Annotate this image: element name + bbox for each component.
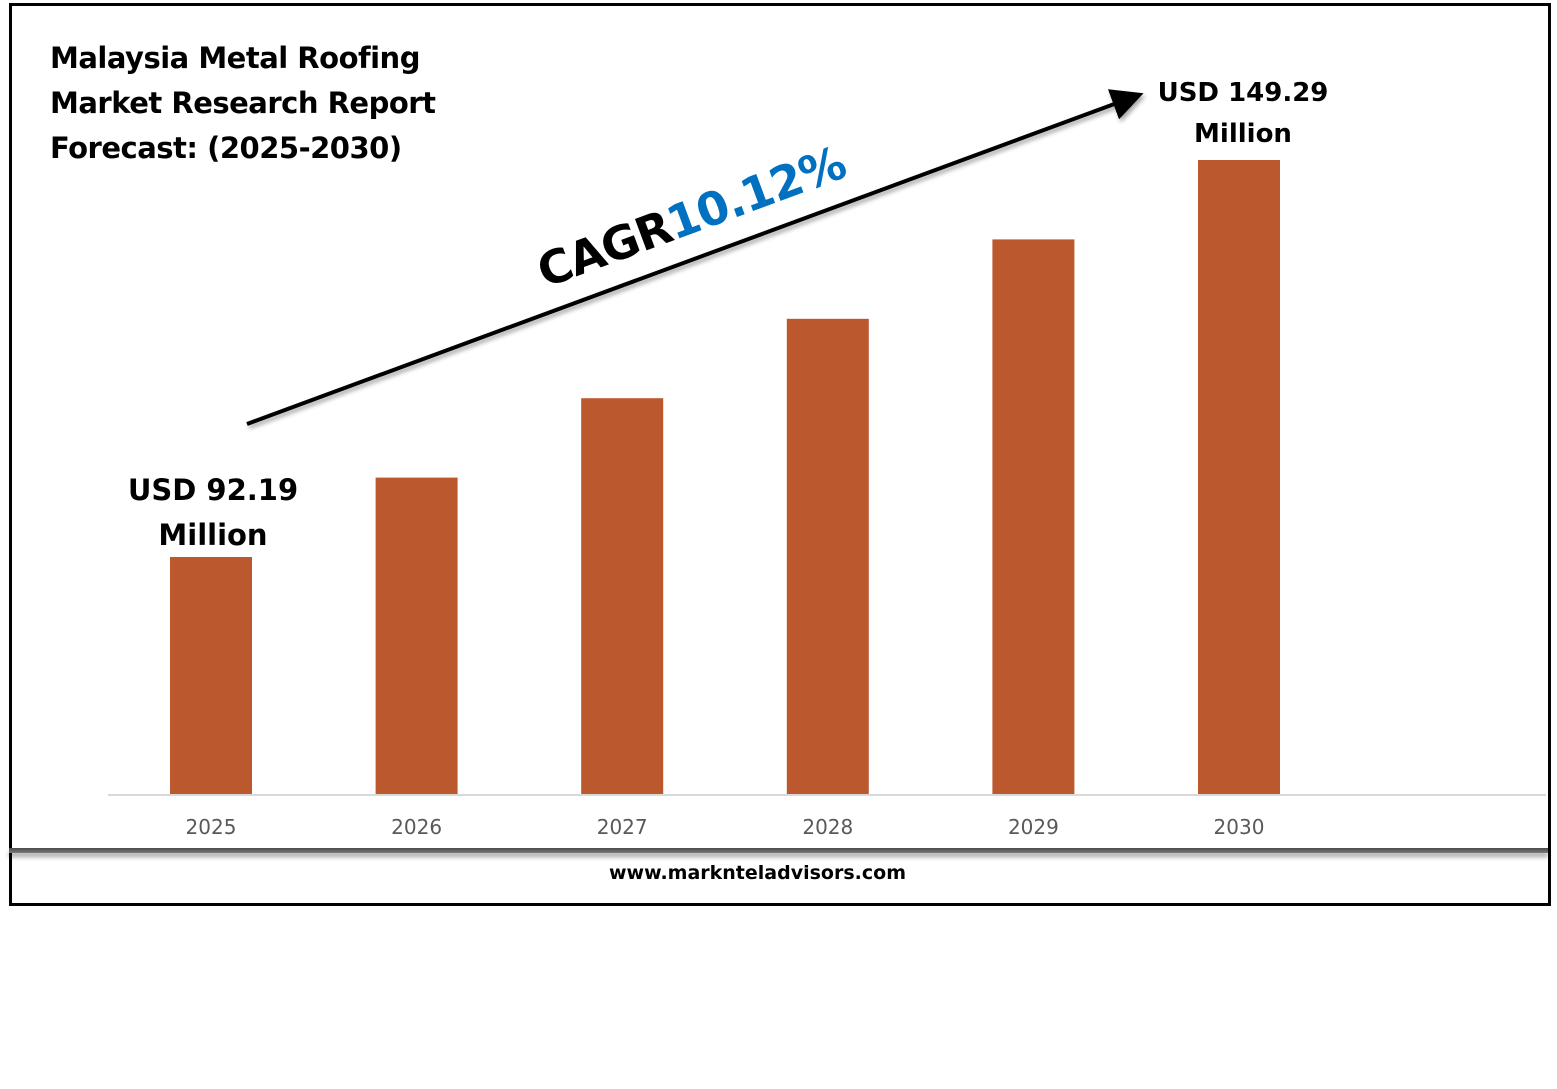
x-tick-2025: 2025 bbox=[186, 815, 237, 839]
cagr-label: CAGR bbox=[530, 199, 679, 298]
start-value-line-2: Million bbox=[158, 518, 267, 552]
end-value-label: USD 149.29 Million bbox=[1158, 78, 1329, 149]
cagr-value: 10.12% bbox=[660, 135, 853, 250]
bar-2029 bbox=[992, 239, 1075, 794]
start-value-line-1: USD 92.19 bbox=[128, 473, 298, 507]
bar-2027 bbox=[581, 398, 664, 794]
title-line-3: Forecast: (2025-2030) bbox=[50, 131, 402, 165]
chart-title: Malaysia Metal Roofing Market Research R… bbox=[50, 36, 436, 171]
x-tick-2027: 2027 bbox=[597, 815, 648, 839]
title-line-2: Market Research Report bbox=[50, 86, 436, 120]
x-tick-2026: 2026 bbox=[391, 815, 442, 839]
bar-2028 bbox=[786, 318, 869, 794]
title-line-1: Malaysia Metal Roofing bbox=[50, 41, 420, 75]
bar-2030 bbox=[1198, 160, 1280, 794]
footer-divider bbox=[9, 848, 1548, 853]
chart-frame bbox=[9, 3, 1551, 906]
bar-2025 bbox=[170, 557, 252, 794]
footer: www.marknteladvisors.com bbox=[0, 862, 1557, 884]
bars-group bbox=[170, 160, 1280, 794]
x-axis-ticks: 2025 2026 2027 2028 2029 2030 bbox=[186, 815, 1265, 839]
x-tick-2028: 2028 bbox=[802, 815, 853, 839]
end-value-line-1: USD 149.29 bbox=[1158, 78, 1329, 108]
bar-2026 bbox=[375, 477, 458, 794]
start-value-label: USD 92.19 Million bbox=[128, 473, 298, 552]
cagr-trend-arrow bbox=[246, 89, 1144, 426]
website-link[interactable]: www.marknteladvisors.com bbox=[609, 862, 906, 884]
x-tick-2030: 2030 bbox=[1214, 815, 1265, 839]
end-value-line-2: Million bbox=[1194, 119, 1292, 149]
x-tick-2029: 2029 bbox=[1008, 815, 1059, 839]
